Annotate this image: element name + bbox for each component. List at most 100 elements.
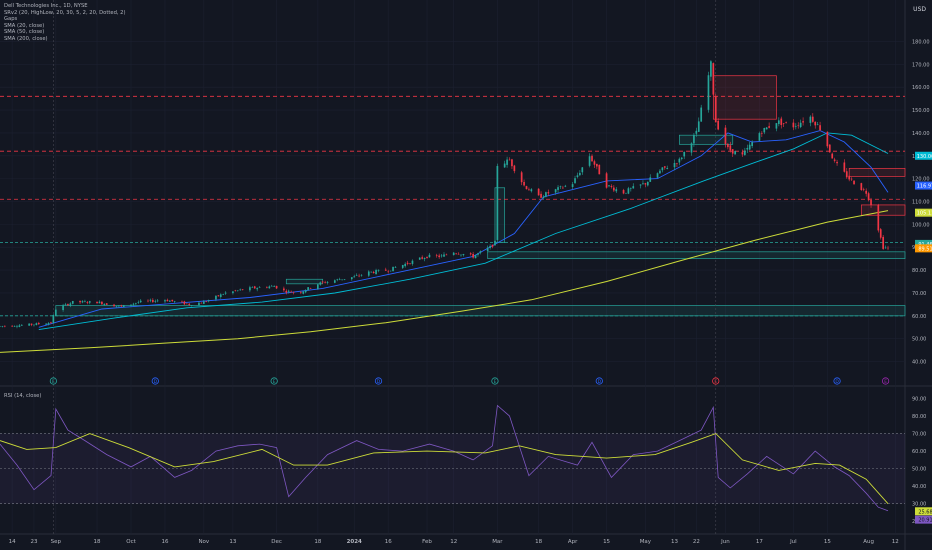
candle-body: [18, 325, 21, 327]
candle-body: [523, 181, 525, 186]
candle-body: [445, 254, 448, 256]
candle-body: [625, 192, 627, 194]
candle-body: [435, 255, 438, 256]
candle-body: [302, 291, 305, 294]
candle-body: [882, 236, 885, 249]
time-axis-tick-label: Sep: [51, 539, 62, 545]
time-axis-tick-label: Jul: [789, 539, 797, 545]
candle-body: [794, 126, 797, 127]
support-zone: [55, 305, 906, 317]
time-axis-tick-label: Jun: [720, 539, 730, 545]
event-marker-letter: E: [714, 379, 717, 385]
candle-body: [358, 275, 360, 277]
price-badge-label: 89.51: [918, 246, 932, 252]
candle-body: [646, 181, 649, 186]
candle-body: [887, 247, 889, 249]
candle-body: [118, 305, 120, 307]
candle-body: [758, 133, 761, 141]
candle-body: [198, 302, 200, 306]
candle-body: [360, 274, 363, 276]
candle-body: [879, 229, 882, 238]
candle-body: [612, 187, 615, 191]
candle-body: [152, 299, 154, 302]
candle-body: [71, 300, 74, 304]
legend-sma20[interactable]: SMA (20, close): [4, 22, 45, 29]
rsi-axis-tick-label: 90.00: [912, 397, 926, 403]
event-marker-letter: E: [494, 379, 497, 385]
rsi-line: [0, 404, 889, 512]
candle-body: [547, 192, 550, 194]
candle-body: [418, 257, 421, 260]
price-badge-label: 105.11: [917, 211, 932, 217]
candle-body: [188, 303, 191, 306]
time-axis-tick-label: 15: [824, 539, 831, 545]
candle-body: [474, 255, 477, 259]
price-axis-tick-label: 160.00: [912, 85, 930, 91]
candle-body: [591, 155, 593, 162]
candle-body: [234, 290, 237, 292]
candle-body: [661, 167, 664, 171]
candle-body: [496, 165, 499, 240]
candle-body: [37, 323, 40, 325]
candle-body: [98, 301, 101, 304]
candle-body: [307, 287, 309, 291]
candle-body: [426, 256, 428, 259]
candle-body: [185, 303, 188, 305]
candle-body: [343, 279, 346, 280]
candle-body: [574, 178, 576, 184]
candle-body: [867, 193, 870, 201]
rsi-badge: [915, 507, 932, 516]
candle-body: [173, 301, 176, 302]
candle-body: [540, 193, 542, 198]
candle-body: [460, 254, 462, 256]
candle-body: [503, 163, 506, 168]
event-marker-icon: [374, 377, 383, 385]
candle-body: [489, 245, 491, 248]
price-axis-tick-label: 150.00: [912, 108, 930, 114]
candle-body: [52, 315, 55, 324]
candle-body: [811, 116, 814, 122]
candle-body: [506, 159, 508, 165]
candle-body: [290, 291, 293, 293]
legend-gaps[interactable]: Gaps: [4, 16, 18, 23]
candle-body: [717, 120, 720, 130]
rsi-legend[interactable]: RSI (14, close): [4, 393, 42, 399]
candle-body: [780, 118, 783, 125]
event-marker-icon: [595, 377, 603, 385]
candle-body: [809, 116, 812, 123]
candle-body: [205, 301, 208, 303]
candle-body: [69, 303, 72, 306]
time-axis-tick-label: Mar: [492, 539, 503, 545]
support-zone: [487, 251, 906, 260]
symbol-title[interactable]: Dell Technologies Inc., 1D, NYSE: [4, 3, 88, 9]
candle-body: [164, 300, 166, 302]
candle-body: [797, 125, 800, 126]
sma200-line: [0, 210, 889, 353]
candle-body: [122, 305, 125, 308]
candle-body: [676, 163, 678, 164]
candle-body: [103, 303, 106, 305]
candle-body: [224, 292, 227, 294]
candle-body: [884, 247, 887, 249]
time-axis-tick-label: 17: [756, 539, 763, 545]
candle-body: [843, 162, 846, 172]
candle-body: [850, 178, 853, 180]
candle-body: [610, 185, 613, 187]
price-axis-tick-label: 60.00: [912, 314, 926, 320]
legend-srv2[interactable]: SRv2 (20, HighLow, 20, 30, 5, 2, 20, Dot…: [4, 9, 126, 16]
candle-body: [673, 162, 676, 168]
candle-body: [545, 192, 547, 197]
candle-body: [632, 186, 635, 189]
time-axis-tick-label: 2024: [347, 539, 362, 545]
candle-body: [135, 302, 137, 304]
candle-body: [139, 300, 142, 303]
candle-body: [731, 149, 734, 154]
candle-body: [249, 287, 251, 291]
candle-body: [217, 295, 220, 297]
price-axis-tick-label: 140.00: [912, 131, 930, 137]
legend-sma200[interactable]: SMA (200, close): [4, 35, 48, 42]
candle-body: [712, 63, 715, 95]
candle-body: [20, 325, 23, 326]
legend-sma50[interactable]: SMA (50, close): [4, 29, 45, 36]
